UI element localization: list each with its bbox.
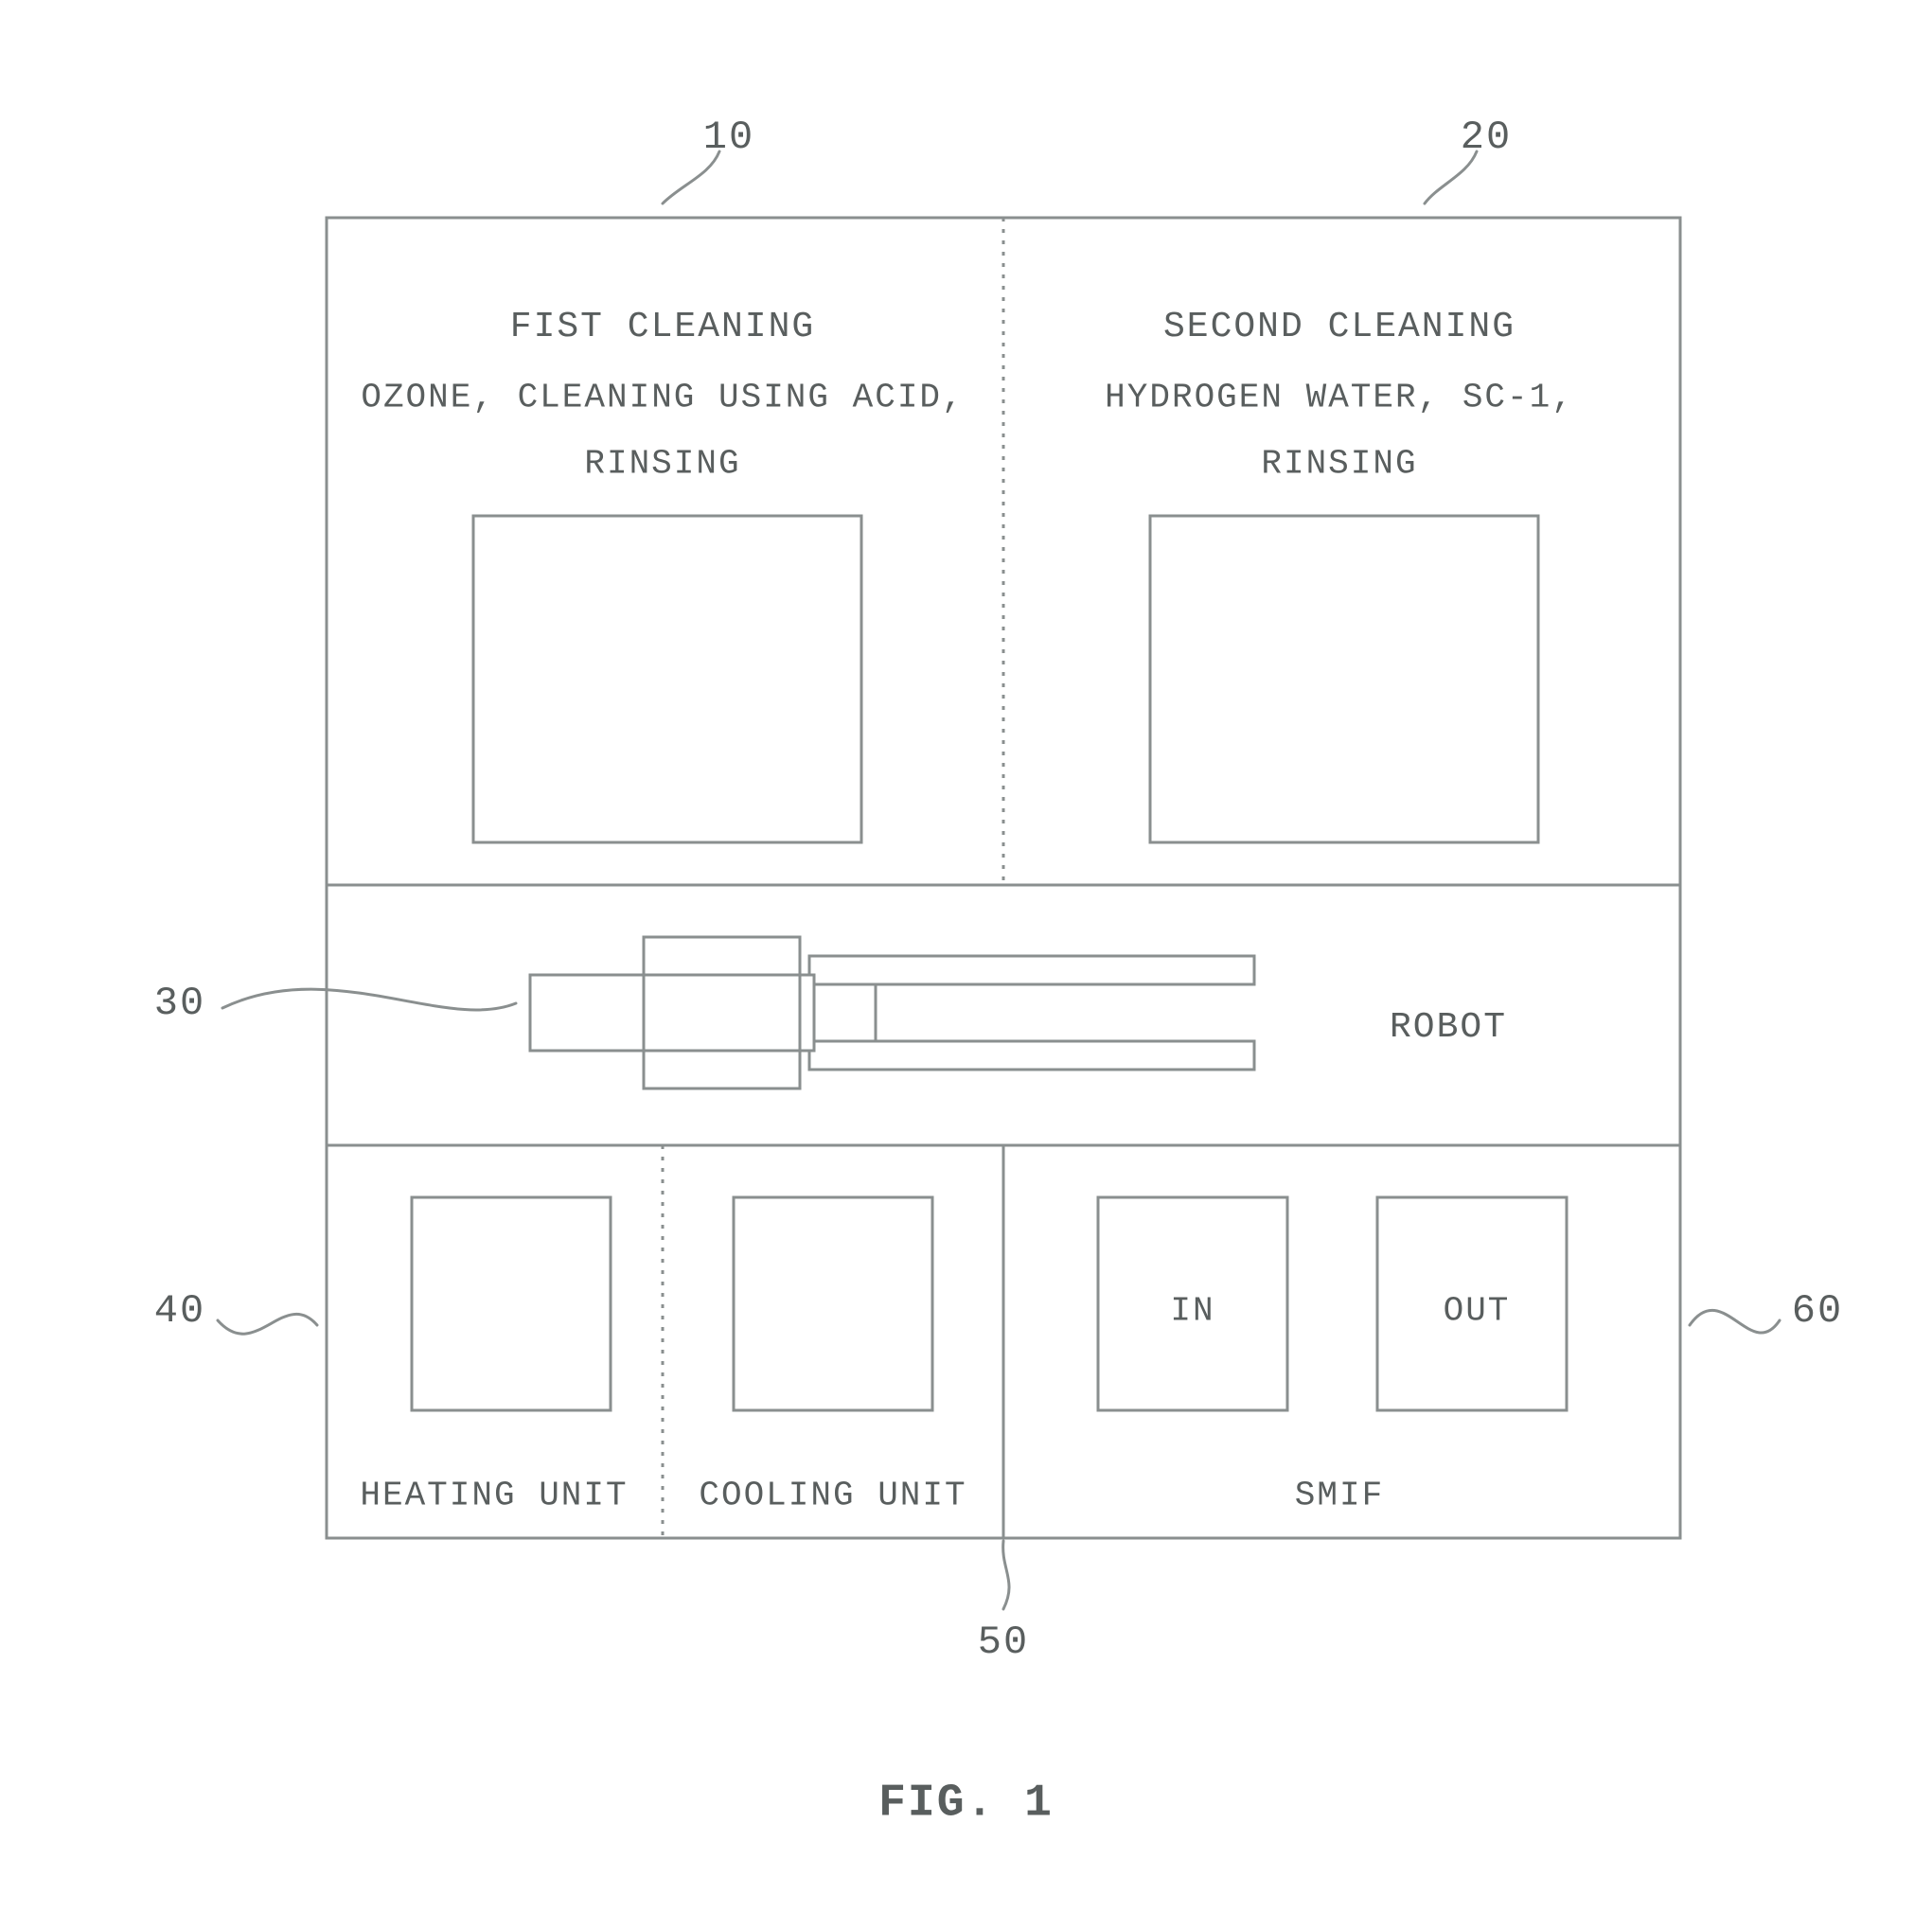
smif-label: SMIF xyxy=(1295,1477,1384,1515)
heating-unit-label: HEATING UNIT xyxy=(360,1477,628,1515)
callout-leader-50 xyxy=(1003,1541,1009,1609)
first_cleaning-sub1: OZONE, CLEANING USING ACID, xyxy=(361,379,964,417)
callout-label-60: 60 xyxy=(1792,1288,1843,1334)
second_cleaning-title: SECOND CLEANING xyxy=(1163,307,1515,347)
callout-label-40: 40 xyxy=(154,1288,205,1334)
callout-label-30: 30 xyxy=(154,981,205,1026)
second_cleaning-panel xyxy=(1150,516,1538,842)
second_cleaning-sub1: HYDROGEN WATER, SC-1, xyxy=(1105,379,1574,417)
robot-label: ROBOT xyxy=(1390,1007,1507,1048)
first_cleaning-panel xyxy=(473,516,861,842)
second_cleaning-sub2: RINSING xyxy=(1261,445,1417,484)
smif-in-label: IN xyxy=(1170,1292,1214,1331)
callout-label-20: 20 xyxy=(1461,115,1512,160)
smif-out-label: OUT xyxy=(1444,1292,1511,1331)
callout-label-10: 10 xyxy=(703,115,754,160)
callout-leader-30 xyxy=(222,989,516,1010)
first_cleaning-title: FIST CLEANING xyxy=(510,307,815,347)
cooling-unit-label: COOLING UNIT xyxy=(699,1477,966,1515)
cooling-unit-panel xyxy=(734,1197,932,1410)
figure-label: FIG. 1 xyxy=(878,1779,1054,1830)
callout-label-50: 50 xyxy=(978,1619,1029,1665)
heating-unit-panel xyxy=(412,1197,611,1410)
first_cleaning-sub2: RINSING xyxy=(584,445,740,484)
callout-leader-40 xyxy=(218,1314,317,1334)
robot-arm-icon xyxy=(530,937,1254,1088)
callout-leader-60 xyxy=(1690,1310,1780,1333)
